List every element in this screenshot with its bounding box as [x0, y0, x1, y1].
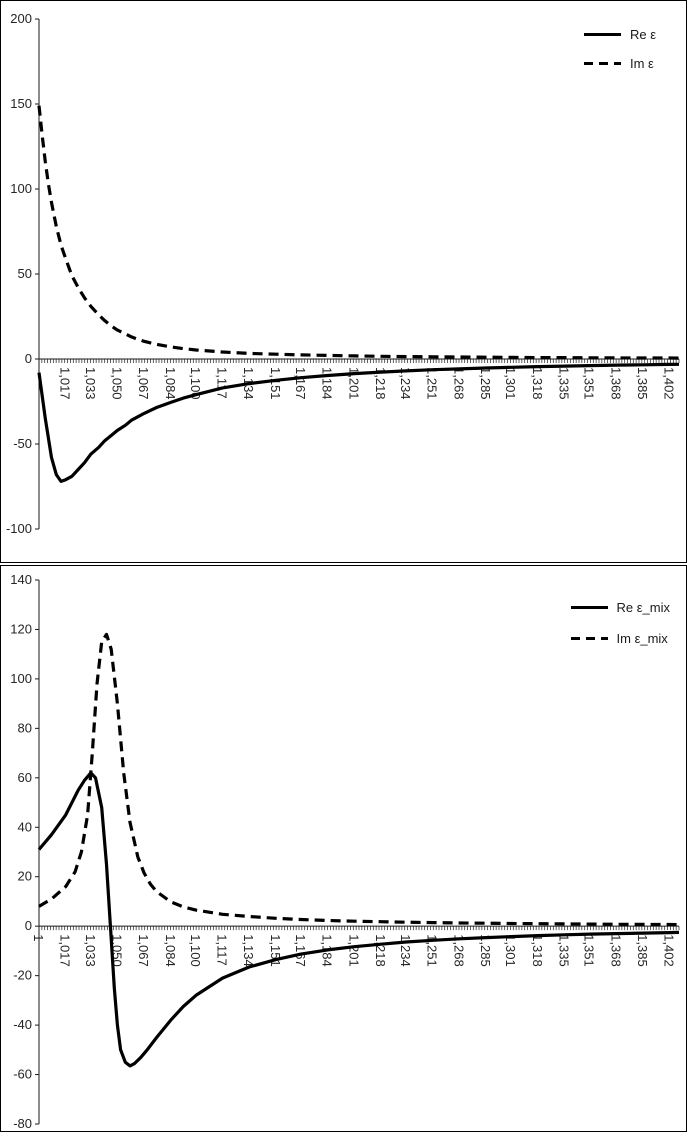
svg-text:1,100: 1,100	[188, 367, 203, 400]
svg-text:1,402: 1,402	[662, 934, 677, 967]
svg-text:-60: -60	[13, 1067, 32, 1082]
legend: Re ε_mix Im ε_mix	[570, 600, 670, 646]
svg-text:1,234: 1,234	[398, 367, 413, 400]
svg-text:100: 100	[10, 671, 32, 686]
solid-line-swatch-icon	[583, 33, 621, 36]
svg-text:1,067: 1,067	[136, 367, 151, 400]
svg-text:1,234: 1,234	[398, 934, 413, 967]
svg-text:-100: -100	[6, 521, 32, 536]
svg-text:-50: -50	[13, 436, 32, 451]
svg-text:140: 140	[10, 572, 32, 587]
svg-text:1,033: 1,033	[83, 367, 98, 400]
chart-epsilon-plot: -100 -50 0 50 100 150 200 1,017 1,033 1,050 1,067 1…	[6, 11, 680, 536]
svg-text:1,301: 1,301	[503, 367, 518, 400]
legend-item-im-epsilon-mix: Im ε_mix	[570, 631, 670, 646]
svg-text:0: 0	[25, 918, 32, 933]
chart-epsilon: -100 -50 0 50 100 150 200 1,017 1,033 1,050 1,067 1…	[0, 0, 687, 563]
svg-text:100: 100	[10, 181, 32, 196]
svg-text:1,033: 1,033	[83, 934, 98, 967]
svg-text:1: 1	[31, 934, 46, 941]
svg-text:1,402: 1,402	[662, 367, 677, 400]
svg-text:150: 150	[10, 96, 32, 111]
legend: Re ε Im ε	[583, 27, 656, 71]
svg-text:40: 40	[18, 819, 32, 834]
svg-text:1,368: 1,368	[608, 367, 623, 400]
svg-text:1,268: 1,268	[451, 367, 466, 400]
dashed-line-swatch-icon	[570, 637, 608, 640]
svg-text:-40: -40	[13, 1017, 32, 1032]
svg-text:20: 20	[18, 869, 32, 884]
legend-label: Re ε_mix	[616, 600, 670, 615]
svg-text:1,351: 1,351	[582, 367, 597, 400]
svg-text:1,335: 1,335	[557, 934, 572, 967]
svg-text:1,301: 1,301	[503, 934, 518, 967]
svg-text:1,351: 1,351	[582, 934, 597, 967]
svg-text:1,285: 1,285	[478, 934, 493, 967]
svg-text:1,167: 1,167	[293, 367, 308, 400]
legend-label: Im ε	[629, 56, 654, 71]
svg-text:1,084: 1,084	[163, 934, 178, 967]
svg-text:120: 120	[10, 621, 32, 636]
svg-text:-20: -20	[13, 968, 32, 983]
svg-text:1,117: 1,117	[215, 367, 230, 399]
legend-item-re-epsilon-mix: Re ε_mix	[570, 600, 670, 615]
svg-text:1,134: 1,134	[241, 934, 256, 967]
svg-text:1,251: 1,251	[425, 367, 440, 400]
svg-text:1,017: 1,017	[58, 934, 73, 967]
svg-text:1,268: 1,268	[451, 934, 466, 967]
svg-text:1,167: 1,167	[293, 934, 308, 967]
legend-item-re-epsilon: Re ε	[583, 27, 656, 42]
svg-text:1,368: 1,368	[608, 934, 623, 967]
svg-text:1,285: 1,285	[478, 367, 493, 400]
legend-label: Re ε	[629, 27, 656, 42]
svg-text:1,117: 1,117	[215, 934, 230, 966]
svg-text:1,385: 1,385	[635, 934, 650, 967]
svg-text:60: 60	[18, 770, 32, 785]
svg-text:1,184: 1,184	[320, 367, 335, 400]
svg-text:200: 200	[10, 11, 32, 26]
chart-epsilon-mix: -80 -60 -40 -20 0 20 40 60 80 100 120 140 1 1,017 1,03…	[0, 565, 687, 1132]
svg-text:1,017: 1,017	[58, 367, 73, 400]
svg-text:1,251: 1,251	[425, 934, 440, 967]
svg-text:1,151: 1,151	[268, 367, 283, 400]
svg-text:1,318: 1,318	[530, 934, 545, 967]
solid-line-swatch-icon	[570, 606, 608, 609]
svg-text:1,218: 1,218	[373, 934, 388, 967]
dashed-line-swatch-icon	[583, 62, 621, 65]
svg-text:1,335: 1,335	[557, 367, 572, 400]
legend-item-im-epsilon: Im ε	[583, 56, 656, 71]
svg-text:1,067: 1,067	[136, 934, 151, 967]
svg-text:50: 50	[18, 266, 32, 281]
svg-text:1,100: 1,100	[188, 934, 203, 967]
svg-text:1,218: 1,218	[373, 367, 388, 400]
svg-text:-80: -80	[13, 1116, 32, 1131]
svg-text:0: 0	[25, 351, 32, 366]
svg-text:1,050: 1,050	[109, 367, 124, 400]
legend-label: Im ε_mix	[616, 631, 668, 646]
svg-text:80: 80	[18, 720, 32, 735]
svg-text:1,084: 1,084	[163, 367, 178, 400]
svg-text:1,318: 1,318	[530, 367, 545, 400]
svg-text:1,201: 1,201	[346, 934, 361, 967]
chart-epsilon-mix-plot: -80 -60 -40 -20 0 20 40 60 80 100 120 140 1 1,017 1,03…	[10, 572, 680, 1131]
svg-text:1,385: 1,385	[635, 367, 650, 400]
